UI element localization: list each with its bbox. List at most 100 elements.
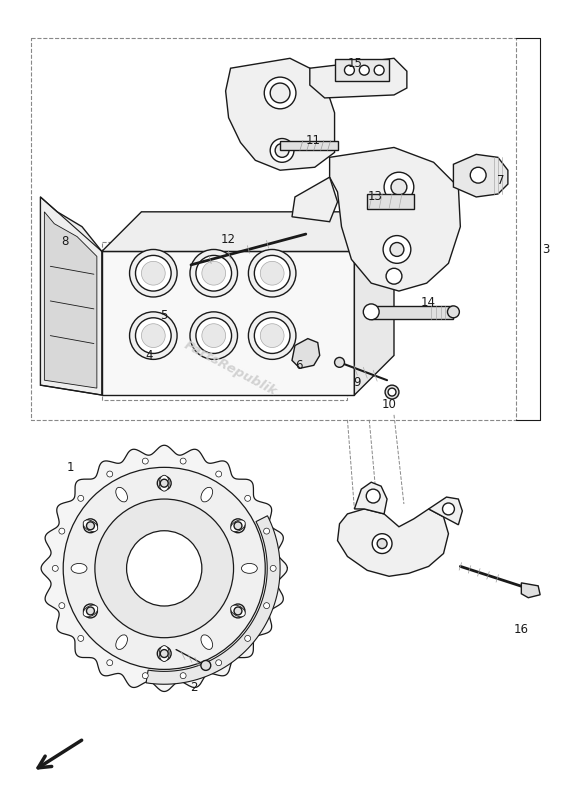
Circle shape <box>142 673 148 678</box>
Circle shape <box>196 318 231 354</box>
Circle shape <box>231 604 245 618</box>
Text: 8: 8 <box>61 235 69 248</box>
Circle shape <box>126 530 202 606</box>
Polygon shape <box>354 482 387 514</box>
Circle shape <box>270 138 294 162</box>
Circle shape <box>470 167 486 183</box>
Circle shape <box>391 179 407 195</box>
Circle shape <box>377 538 387 549</box>
Circle shape <box>180 458 186 464</box>
Ellipse shape <box>71 563 87 574</box>
Circle shape <box>275 143 289 158</box>
Polygon shape <box>292 177 338 222</box>
Circle shape <box>190 312 237 359</box>
Circle shape <box>360 66 369 75</box>
Circle shape <box>388 388 396 396</box>
Circle shape <box>386 268 402 284</box>
Circle shape <box>270 566 276 571</box>
Text: PartsRepublik: PartsRepublik <box>182 338 280 398</box>
Text: 10: 10 <box>382 398 397 411</box>
Text: 3: 3 <box>542 243 549 256</box>
Circle shape <box>95 499 234 638</box>
Circle shape <box>78 495 84 502</box>
Polygon shape <box>335 59 389 81</box>
Polygon shape <box>454 154 508 197</box>
Polygon shape <box>429 497 462 525</box>
Ellipse shape <box>241 563 258 574</box>
Polygon shape <box>367 194 414 209</box>
Polygon shape <box>354 212 394 395</box>
Circle shape <box>59 602 65 609</box>
Circle shape <box>157 646 171 661</box>
Ellipse shape <box>160 475 169 491</box>
Text: 13: 13 <box>368 190 383 203</box>
Polygon shape <box>41 446 287 691</box>
Circle shape <box>202 324 226 347</box>
Text: 5: 5 <box>161 310 168 322</box>
Ellipse shape <box>116 635 128 650</box>
Polygon shape <box>329 147 461 291</box>
Circle shape <box>264 77 296 109</box>
Circle shape <box>84 604 97 618</box>
Text: 12: 12 <box>221 233 236 246</box>
Ellipse shape <box>231 605 245 617</box>
Circle shape <box>63 467 265 670</box>
Circle shape <box>270 83 290 103</box>
Text: 7: 7 <box>497 174 505 186</box>
Circle shape <box>157 476 171 490</box>
Polygon shape <box>280 141 338 150</box>
Circle shape <box>260 324 284 347</box>
Circle shape <box>160 479 168 487</box>
Circle shape <box>384 172 414 202</box>
Polygon shape <box>371 306 454 318</box>
Polygon shape <box>45 212 97 388</box>
Circle shape <box>231 519 245 533</box>
Circle shape <box>78 635 84 642</box>
Text: 6: 6 <box>295 359 303 372</box>
Circle shape <box>448 306 459 318</box>
Circle shape <box>136 318 171 354</box>
Circle shape <box>59 528 65 534</box>
Circle shape <box>260 262 284 285</box>
Circle shape <box>245 635 251 642</box>
Bar <box>102 242 347 400</box>
Circle shape <box>129 312 177 359</box>
Text: 11: 11 <box>305 134 320 147</box>
Text: 2: 2 <box>190 681 198 694</box>
Polygon shape <box>41 197 102 395</box>
Ellipse shape <box>83 605 98 617</box>
Circle shape <box>216 660 222 666</box>
Circle shape <box>234 607 242 615</box>
Text: 16: 16 <box>513 623 528 636</box>
Polygon shape <box>102 251 354 395</box>
Circle shape <box>363 304 379 320</box>
Circle shape <box>374 66 384 75</box>
Ellipse shape <box>83 520 98 532</box>
Circle shape <box>86 522 95 530</box>
Circle shape <box>136 255 171 291</box>
Ellipse shape <box>201 635 213 650</box>
Text: 14: 14 <box>421 297 436 310</box>
Circle shape <box>385 385 399 399</box>
Polygon shape <box>146 516 280 684</box>
Circle shape <box>345 66 354 75</box>
Circle shape <box>202 262 226 285</box>
Bar <box>31 38 516 420</box>
Circle shape <box>107 471 113 477</box>
Circle shape <box>248 312 296 359</box>
Circle shape <box>390 242 404 256</box>
Circle shape <box>234 522 242 530</box>
Circle shape <box>248 250 296 297</box>
Polygon shape <box>521 583 540 598</box>
Circle shape <box>190 250 237 297</box>
Ellipse shape <box>231 520 245 532</box>
Polygon shape <box>292 338 320 368</box>
Circle shape <box>196 255 231 291</box>
Circle shape <box>107 660 113 666</box>
Polygon shape <box>310 58 407 98</box>
Circle shape <box>142 262 165 285</box>
Ellipse shape <box>160 646 169 662</box>
Circle shape <box>372 534 392 554</box>
Text: 4: 4 <box>146 349 153 362</box>
Circle shape <box>383 235 411 263</box>
